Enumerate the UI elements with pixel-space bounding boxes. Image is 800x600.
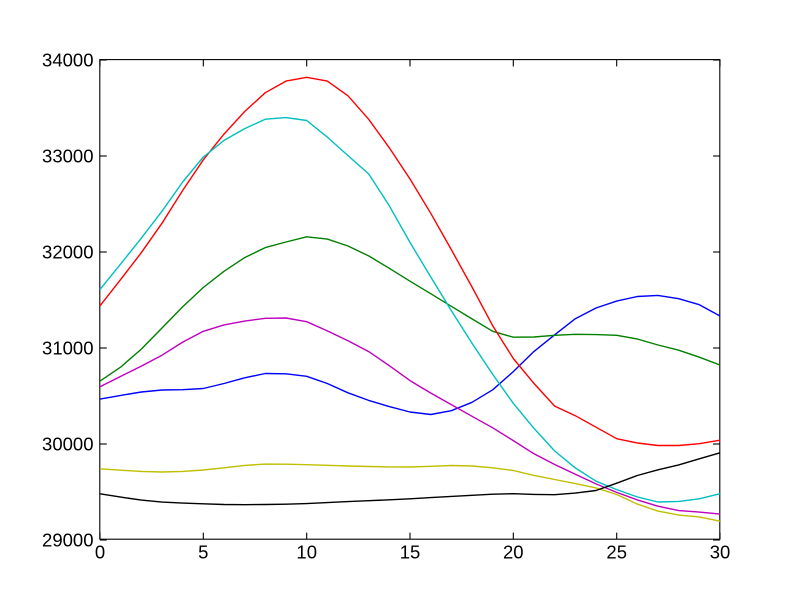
svg-text:5: 5 <box>198 542 208 563</box>
svg-text:34000: 34000 <box>42 50 93 71</box>
svg-text:31000: 31000 <box>42 338 93 359</box>
svg-text:0: 0 <box>95 542 105 563</box>
svg-text:15: 15 <box>400 542 421 563</box>
svg-text:25: 25 <box>606 542 627 563</box>
svg-text:30000: 30000 <box>42 434 93 455</box>
svg-text:10: 10 <box>296 542 317 563</box>
svg-text:33000: 33000 <box>42 146 93 167</box>
svg-text:30: 30 <box>710 542 731 563</box>
svg-text:32000: 32000 <box>42 242 93 263</box>
svg-text:20: 20 <box>503 542 524 563</box>
svg-text:29000: 29000 <box>42 530 93 551</box>
